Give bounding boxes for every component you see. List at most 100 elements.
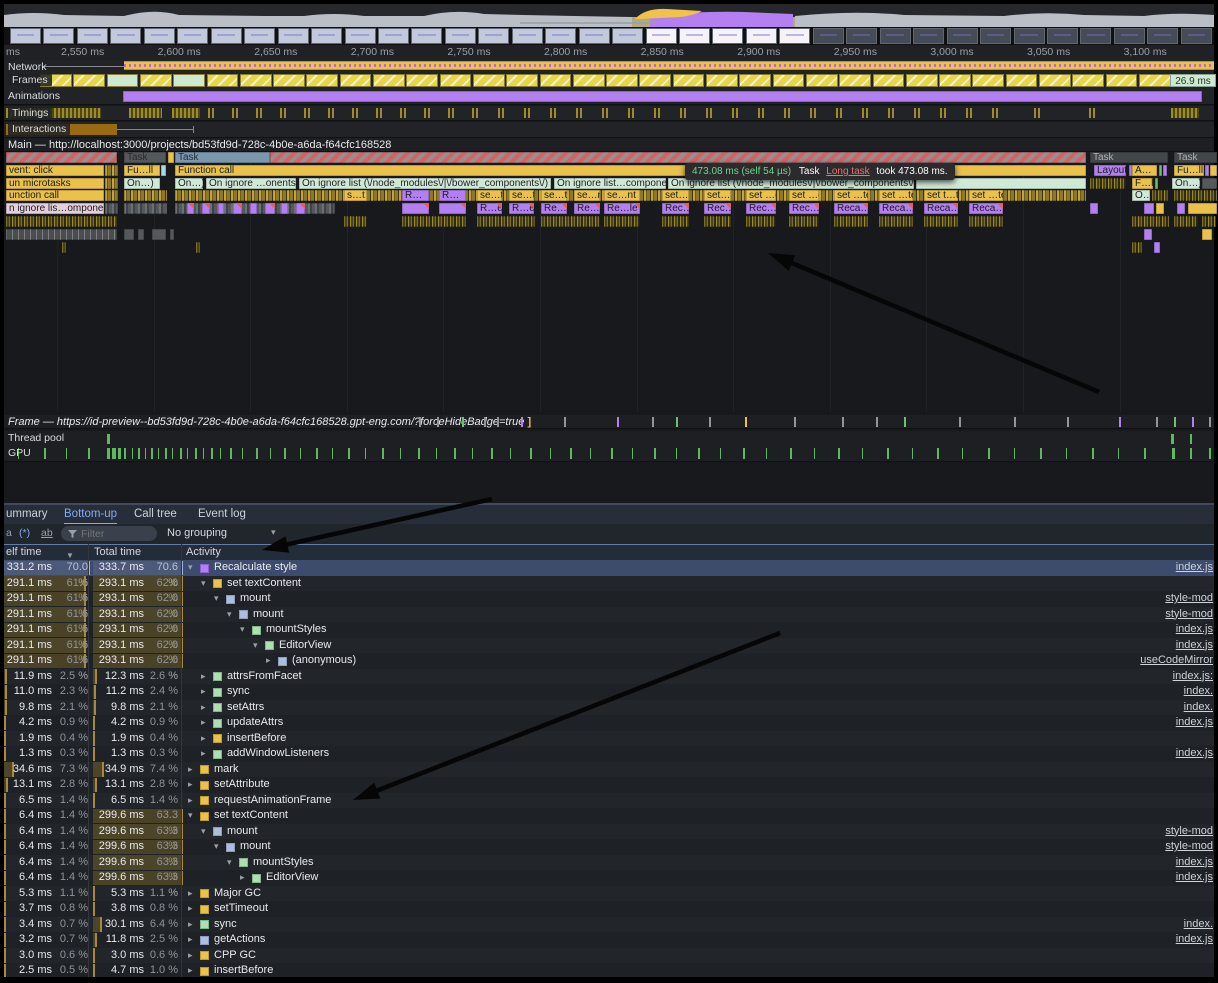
gpu-tick[interactable] (284, 448, 286, 459)
gpu-tick[interactable] (1144, 448, 1146, 459)
expander-closed-icon[interactable]: ▸ (201, 717, 206, 727)
frame-event-tick[interactable] (617, 417, 619, 427)
screenshot-thumbnail[interactable] (177, 28, 209, 44)
flame-event[interactable] (105, 203, 118, 215)
gpu-tick[interactable] (18, 448, 19, 459)
track-interactions[interactable]: Interactions (4, 122, 1214, 138)
frame-block[interactable] (1005, 74, 1038, 87)
flame-event[interactable] (1205, 164, 1209, 176)
gpu-tick[interactable] (1172, 448, 1175, 459)
table-row[interactable]: 34.6 ms 7.3 % 34.9 ms 7.4 % ▸ mark (4, 762, 1214, 778)
timing-mark[interactable] (940, 108, 942, 118)
timing-mark[interactable] (356, 108, 358, 118)
flame-event[interactable]: On…) (124, 177, 160, 189)
gpu-tick[interactable] (530, 448, 532, 459)
screenshot-filmstrip[interactable] (4, 27, 1214, 45)
flame-event[interactable] (218, 203, 224, 215)
flame-event[interactable] (265, 203, 275, 215)
timing-mark[interactable] (680, 108, 682, 118)
gpu-tick[interactable] (472, 448, 473, 459)
flame-event[interactable]: unction call (6, 190, 104, 202)
flame-event[interactable] (1144, 203, 1154, 215)
track-animations[interactable]: Animations (4, 89, 1214, 105)
tooltip-long-task-link[interactable]: Long task (826, 166, 870, 177)
timing-mark[interactable] (628, 108, 630, 118)
flame-event[interactable] (704, 216, 731, 227)
track-network[interactable]: Network (4, 60, 1214, 74)
table-row[interactable]: 6.5 ms 1.4 % 6.5 ms 1.4 % ▸ requestAnimationF… (4, 793, 1214, 809)
frame-block[interactable] (572, 74, 605, 87)
frame-block[interactable] (1138, 74, 1171, 87)
table-row[interactable]: 3.0 ms 0.6 % 3.0 ms 0.6 % ▸ CPP GC (4, 948, 1214, 964)
gpu-tick[interactable] (230, 448, 232, 459)
flame-event[interactable] (1144, 228, 1152, 240)
flame-event[interactable] (439, 203, 466, 215)
timing-mark[interactable] (918, 108, 920, 118)
table-row[interactable]: 6.4 ms 1.4 % 299.6 ms 63.3 % ▾ mount style-mod (4, 824, 1214, 852)
flame-event[interactable]: On ignore list…components\/) (554, 177, 666, 189)
source-link[interactable]: index.js (1175, 871, 1213, 883)
timing-mark[interactable] (706, 108, 708, 118)
source-link[interactable]: index. (1183, 685, 1213, 697)
screenshot-thumbnail[interactable] (244, 28, 276, 44)
screenshot-thumbnail[interactable] (879, 28, 911, 44)
screenshot-thumbnail[interactable] (344, 28, 376, 44)
frame-event-tick[interactable] (959, 417, 961, 427)
gpu-tick[interactable] (1190, 448, 1192, 459)
screenshot-thumbnail[interactable] (946, 28, 978, 44)
regex-icon[interactable]: (*) (19, 527, 31, 539)
timing-mark[interactable] (502, 108, 504, 118)
gpu-tick[interactable] (88, 448, 90, 459)
gpu-tick[interactable] (1209, 448, 1211, 459)
flame-event[interactable]: se…t (477, 190, 502, 202)
expander-closed-icon[interactable]: ▸ (188, 779, 193, 789)
flame-event[interactable] (196, 241, 200, 253)
flame-event[interactable] (344, 216, 367, 227)
gpu-tick[interactable] (44, 448, 46, 459)
source-link[interactable]: index.js (1175, 561, 1213, 573)
flame-event[interactable]: Task (124, 152, 166, 163)
timing-mark[interactable] (814, 108, 816, 118)
gpu-tick[interactable] (912, 448, 913, 459)
expander-closed-icon[interactable]: ▸ (188, 949, 193, 960)
flame-event[interactable] (152, 228, 166, 240)
gpu-tick[interactable] (962, 448, 963, 459)
table-row[interactable]: 291.1 ms 61.6 % 293.1 ms 62.0 % ▸ (anonymous)… (4, 653, 1214, 682)
gpu-tick[interactable] (570, 448, 572, 459)
match-whole-word-icon[interactable]: ab (41, 527, 53, 539)
frame-event-tick[interactable] (1192, 417, 1194, 427)
frame-event-tick[interactable] (1014, 417, 1016, 427)
screenshot-thumbnail[interactable] (76, 28, 108, 44)
frame-block[interactable] (439, 74, 472, 87)
flame-event[interactable] (233, 203, 242, 215)
timing-mark[interactable] (328, 108, 330, 118)
timing-mark[interactable] (996, 108, 998, 118)
screenshot-thumbnail[interactable] (846, 28, 878, 44)
flame-event[interactable] (1154, 241, 1160, 253)
flame-event[interactable]: set …tent (969, 190, 1003, 202)
flame-event[interactable] (281, 203, 288, 215)
table-row[interactable]: 6.4 ms 1.4 % 299.6 ms 63.3 % ▾ mount style-mod (4, 839, 1214, 868)
timing-mark[interactable] (966, 108, 968, 118)
gpu-tick[interactable] (1014, 448, 1015, 459)
gpu-tick[interactable] (211, 448, 213, 459)
activity-column-header[interactable]: Activity (186, 546, 221, 558)
frame-block[interactable] (872, 74, 905, 87)
flame-event[interactable] (879, 216, 913, 227)
screenshot-thumbnail[interactable] (1180, 28, 1212, 44)
gpu-tick[interactable] (1092, 448, 1094, 459)
gpu-tick[interactable] (862, 448, 863, 459)
track-thread-pool[interactable]: Thread pool (4, 431, 1214, 447)
tab-ummary[interactable]: ummary (6, 508, 48, 520)
frame-block[interactable] (805, 74, 838, 87)
flame-event[interactable]: R…e (477, 203, 502, 215)
table-row[interactable]: 4.2 ms 0.9 % 4.2 ms 0.9 % ▸ updateAttrs index.… (4, 715, 1214, 731)
flame-event[interactable]: s…t (344, 190, 367, 202)
screenshot-thumbnail[interactable] (1080, 28, 1112, 44)
flame-event[interactable]: On…) (175, 177, 203, 189)
gpu-tick[interactable] (332, 448, 333, 459)
flame-event[interactable]: Fu…ll (1174, 164, 1204, 176)
flame-event[interactable]: vent: click (6, 164, 104, 176)
gpu-tick[interactable] (195, 448, 197, 459)
flame-event[interactable]: set …tent (834, 190, 868, 202)
